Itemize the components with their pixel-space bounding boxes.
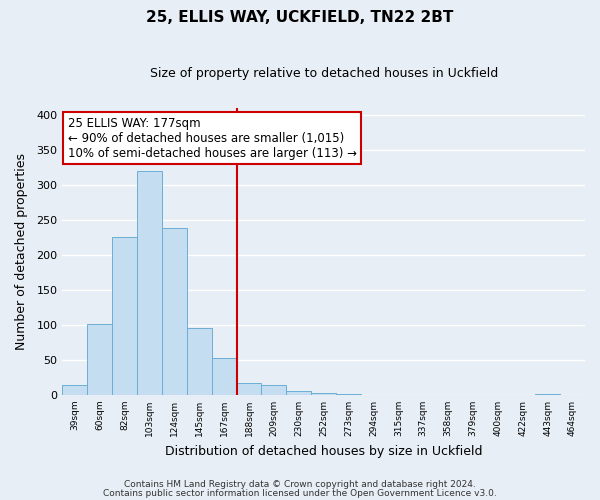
Bar (212, 358, 236, 395)
Bar (336, 394, 361, 395)
Bar (62, 385, 87, 395)
Text: Contains HM Land Registry data © Crown copyright and database right 2024.: Contains HM Land Registry data © Crown c… (124, 480, 476, 489)
Bar (87, 324, 112, 395)
Y-axis label: Number of detached properties: Number of detached properties (15, 153, 28, 350)
Bar (311, 393, 336, 395)
Text: Contains public sector information licensed under the Open Government Licence v3: Contains public sector information licen… (103, 488, 497, 498)
Text: 25, ELLIS WAY, UCKFIELD, TN22 2BT: 25, ELLIS WAY, UCKFIELD, TN22 2BT (146, 10, 454, 25)
Bar (137, 171, 162, 395)
Bar (236, 383, 262, 395)
Bar (286, 392, 311, 395)
Bar (187, 328, 212, 395)
Title: Size of property relative to detached houses in Uckfield: Size of property relative to detached ho… (149, 68, 498, 80)
Bar (112, 238, 137, 395)
Text: 25 ELLIS WAY: 177sqm
← 90% of detached houses are smaller (1,015)
10% of semi-de: 25 ELLIS WAY: 177sqm ← 90% of detached h… (68, 116, 356, 160)
Bar (262, 385, 286, 395)
Bar (162, 228, 187, 395)
X-axis label: Distribution of detached houses by size in Uckfield: Distribution of detached houses by size … (165, 444, 482, 458)
Bar (535, 394, 560, 395)
